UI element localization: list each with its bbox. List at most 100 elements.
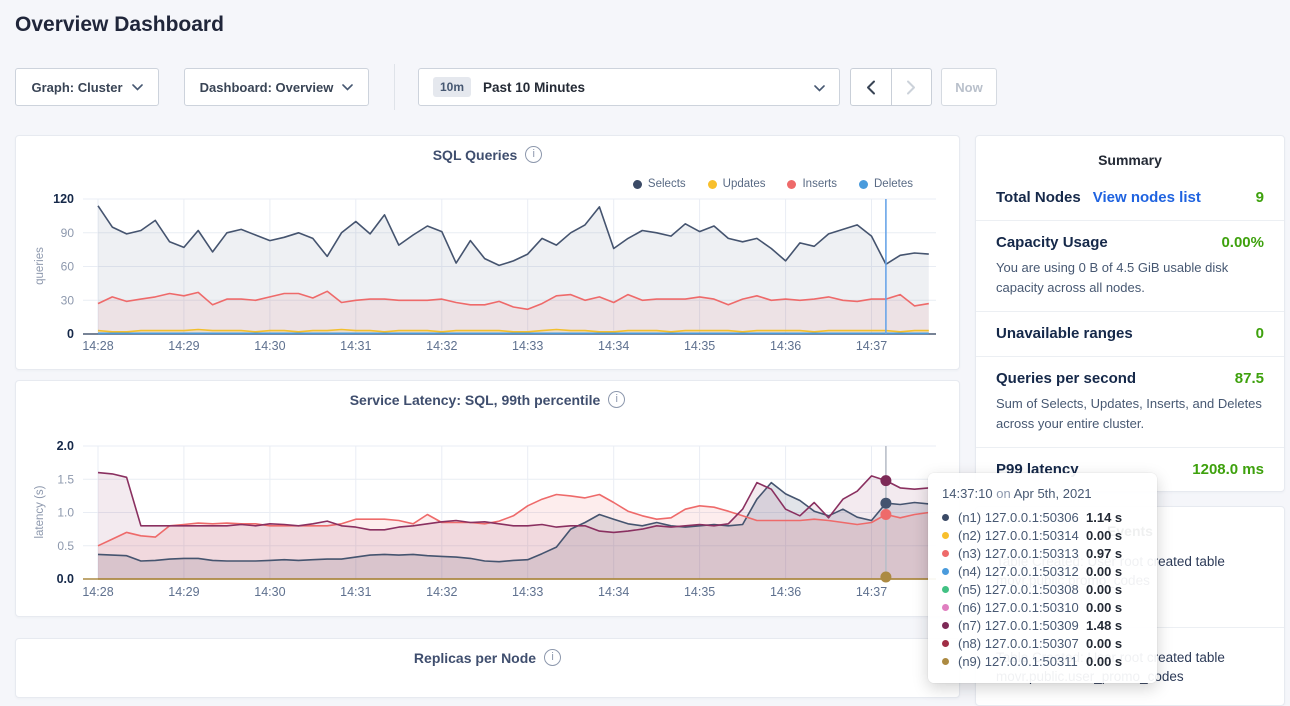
unavailable-ranges-value: 0: [1256, 325, 1264, 342]
tooltip-node-row: (n8) 127.0.0.1:503070.00 s: [942, 634, 1143, 652]
x-axis-tick-label: 14:29: [168, 339, 199, 353]
tooltip-node-row: (n2) 127.0.0.1:503140.00 s: [942, 526, 1143, 544]
tooltip-node-row: (n6) 127.0.0.1:503100.00 s: [942, 598, 1143, 616]
tooltip-node-row: (n1) 127.0.0.1:503061.14 s: [942, 508, 1143, 526]
y-axis-tick-label: 90: [61, 226, 75, 240]
toolbar-divider: [394, 64, 395, 110]
y-axis-tick-label: 1.0: [57, 506, 74, 520]
node-color-dot: [942, 604, 949, 611]
x-axis-tick-label: 14:34: [598, 339, 629, 353]
page-title: Overview Dashboard: [15, 13, 224, 37]
y-axis-tick-label: 1.5: [57, 472, 74, 486]
total-nodes-value: 9: [1256, 189, 1264, 206]
chart-hover-tooltip: 14:37:10 on Apr 5th, 2021 (n1) 127.0.0.1…: [928, 473, 1157, 683]
sql-queries-chart[interactable]: 030609012014:2814:2914:3014:3114:3214:33…: [16, 136, 961, 371]
y-axis-tick-label: 120: [53, 192, 74, 206]
p99-latency-value: 1208.0 ms: [1192, 461, 1264, 478]
chevron-left-icon: [866, 80, 876, 95]
queries-per-second-value: 87.5: [1235, 370, 1264, 387]
hover-point-dot: [880, 475, 891, 486]
y-axis-tick-label: 0.5: [57, 539, 74, 553]
unavailable-ranges-label: Unavailable ranges: [996, 325, 1133, 342]
y-axis-tick-label: 30: [61, 293, 75, 307]
y-axis-unit-label: latency (s): [34, 485, 46, 538]
node-latency-value: 0.00 s: [1086, 582, 1122, 597]
x-axis-tick-label: 14:34: [598, 585, 629, 599]
y-axis-tick-label: 0: [67, 327, 74, 341]
view-nodes-list-link[interactable]: View nodes list: [1093, 189, 1201, 206]
hover-point-dot: [880, 572, 891, 583]
chevron-down-icon: [132, 84, 143, 91]
node-latency-value: 1.48 s: [1086, 618, 1122, 633]
dashboard-dropdown-label: Dashboard: Overview: [200, 80, 334, 95]
x-axis-tick-label: 14:29: [168, 585, 199, 599]
node-color-dot: [942, 532, 949, 539]
tooltip-connector: on: [996, 486, 1010, 501]
sql-queries-card: SQL Queriesi SelectsUpdatesInsertsDelete…: [15, 135, 960, 370]
y-axis-unit-label: queries: [34, 247, 46, 285]
x-axis-tick-label: 14:33: [512, 339, 543, 353]
node-address: (n7) 127.0.0.1:50309: [958, 618, 1086, 633]
queries-per-second-description: Sum of Selects, Updates, Inserts, and De…: [996, 394, 1264, 433]
x-axis-tick-label: 14:36: [770, 585, 801, 599]
now-button[interactable]: Now: [941, 68, 997, 106]
hover-point-dot: [880, 498, 891, 509]
time-range-label: Past 10 Minutes: [483, 80, 585, 95]
capacity-usage-value: 0.00%: [1221, 234, 1264, 251]
summary-capacity-row: Capacity Usage 0.00% You are using 0 B o…: [976, 220, 1284, 311]
chevron-down-icon: [342, 84, 353, 91]
hover-point-dot: [880, 509, 891, 520]
tooltip-time: 14:37:10: [942, 486, 993, 501]
capacity-usage-description: You are using 0 B of 4.5 GiB usable disk…: [996, 258, 1264, 297]
node-address: (n4) 127.0.0.1:50312: [958, 564, 1086, 579]
node-latency-value: 0.00 s: [1086, 528, 1122, 543]
x-axis-tick-label: 14:28: [82, 339, 113, 353]
tooltip-node-rows: (n1) 127.0.0.1:503061.14 s(n2) 127.0.0.1…: [942, 508, 1143, 670]
summary-unavailable-row: Unavailable ranges 0: [976, 311, 1284, 356]
time-step-buttons: [850, 68, 932, 106]
node-latency-value: 0.00 s: [1086, 636, 1122, 651]
capacity-usage-label: Capacity Usage: [996, 234, 1108, 251]
node-address: (n6) 127.0.0.1:50310: [958, 600, 1086, 615]
queries-per-second-label: Queries per second: [996, 370, 1136, 387]
chevron-right-icon: [906, 80, 916, 95]
tooltip-node-row: (n4) 127.0.0.1:503120.00 s: [942, 562, 1143, 580]
time-range-badge: 10m: [433, 77, 471, 97]
y-axis-tick-label: 60: [61, 260, 75, 274]
node-latency-value: 0.97 s: [1086, 546, 1122, 561]
node-address: (n9) 127.0.0.1:50311: [958, 654, 1086, 669]
x-axis-tick-label: 14:36: [770, 339, 801, 353]
summary-panel: Summary Total Nodes View nodes list 9 Ca…: [975, 135, 1285, 492]
replicas-per-node-title-text: Replicas per Node: [414, 650, 536, 666]
replicas-per-node-card: Replicas per Node i: [15, 638, 960, 698]
tooltip-node-row: (n9) 127.0.0.1:503110.00 s: [942, 652, 1143, 670]
node-address: (n2) 127.0.0.1:50314: [958, 528, 1086, 543]
y-axis-tick-label: 0.0: [57, 572, 74, 586]
graph-dropdown[interactable]: Graph: Cluster: [15, 68, 159, 106]
chevron-down-icon: [814, 85, 825, 92]
summary-title: Summary: [976, 136, 1284, 176]
x-axis-tick-label: 14:28: [82, 585, 113, 599]
node-latency-value: 0.00 s: [1086, 600, 1122, 615]
node-address: (n8) 127.0.0.1:50307: [958, 636, 1086, 651]
node-address: (n5) 127.0.0.1:50308: [958, 582, 1086, 597]
x-axis-tick-label: 14:37: [856, 339, 887, 353]
dashboard-dropdown[interactable]: Dashboard: Overview: [184, 68, 369, 106]
time-forward-button[interactable]: [891, 69, 932, 105]
info-icon[interactable]: i: [544, 649, 561, 666]
x-axis-tick-label: 14:31: [340, 339, 371, 353]
x-axis-tick-label: 14:35: [684, 585, 715, 599]
tooltip-date: Apr 5th, 2021: [1014, 486, 1092, 501]
x-axis-tick-label: 14:31: [340, 585, 371, 599]
graph-dropdown-label: Graph: Cluster: [31, 80, 122, 95]
x-axis-tick-label: 14:32: [426, 585, 457, 599]
y-axis-tick-label: 2.0: [57, 439, 74, 453]
summary-qps-row: Queries per second 87.5 Sum of Selects, …: [976, 356, 1284, 447]
time-back-button[interactable]: [851, 69, 891, 105]
service-latency-chart[interactable]: 0.00.51.01.52.014:2814:2914:3014:3114:32…: [16, 381, 961, 618]
node-color-dot: [942, 568, 949, 575]
x-axis-tick-label: 14:33: [512, 585, 543, 599]
time-range-dropdown[interactable]: 10m Past 10 Minutes: [418, 68, 840, 106]
tooltip-node-row: (n5) 127.0.0.1:503080.00 s: [942, 580, 1143, 598]
node-color-dot: [942, 586, 949, 593]
